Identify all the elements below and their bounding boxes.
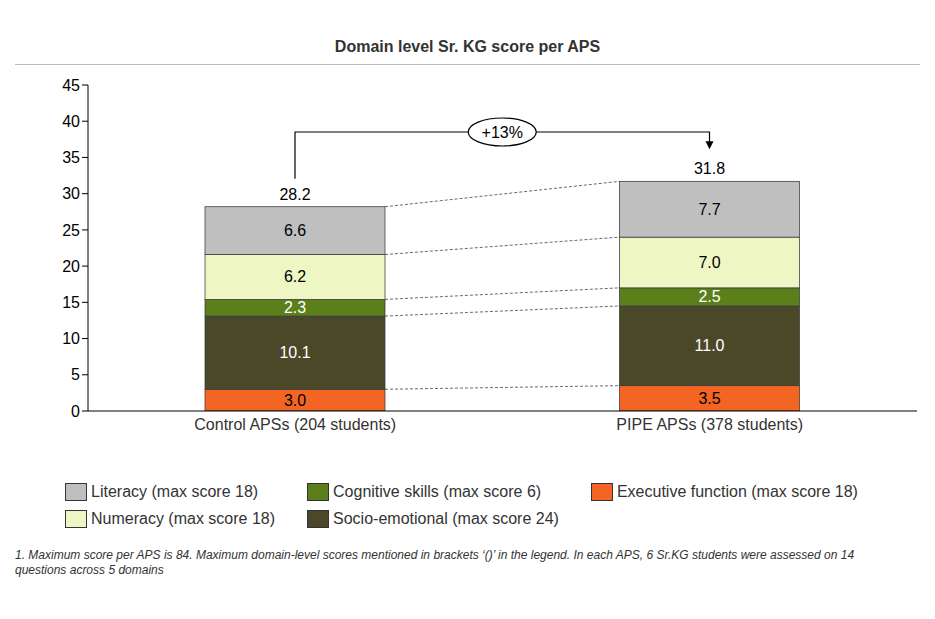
html-text:Executive function (max score: Executive function (max score 18) xyxy=(616,482,858,500)
svg-text:5: 5 xyxy=(71,366,80,383)
svg-text:7.0: 7.0 xyxy=(698,254,720,271)
svg-text:10: 10 xyxy=(62,330,80,347)
svg-text:45: 45 xyxy=(62,77,80,94)
svg-text:28.2: 28.2 xyxy=(279,186,310,203)
svg-text:11.0: 11.0 xyxy=(695,337,725,354)
svg-text:31.8: 31.8 xyxy=(694,160,725,177)
svg-text:15: 15 xyxy=(62,294,80,311)
svg-text:7.7: 7.7 xyxy=(698,201,720,218)
svg-text:3.0: 3.0 xyxy=(284,392,306,409)
svg-text:40: 40 xyxy=(62,113,80,130)
svg-text:25: 25 xyxy=(62,222,80,239)
svg-text:0: 0 xyxy=(71,403,80,420)
html-text:1. Maximum score per APS is 84: 1. Maximum score per APS is 84. Maximum … xyxy=(15,548,855,577)
svg-text:6.2: 6.2 xyxy=(284,268,306,285)
svg-text:3.5: 3.5 xyxy=(698,390,720,407)
svg-text:2.3: 2.3 xyxy=(284,299,306,316)
svg-text:PIPE APSs (378 students): PIPE APSs (378 students) xyxy=(616,416,803,433)
html-text:Socio-emotional (max score 24): Socio-emotional (max score 24) xyxy=(333,509,559,527)
svg-text:20: 20 xyxy=(62,258,80,275)
svg-text:Control APSs (204 students): Control APSs (204 students) xyxy=(194,416,396,433)
svg-text:+13%: +13% xyxy=(482,124,523,141)
svg-text:10.1: 10.1 xyxy=(279,344,310,361)
html-text:Literacy (max score 18): Literacy (max score 18) xyxy=(91,482,259,500)
html-text:Cognitive skills (max score 6): Cognitive skills (max score 6) xyxy=(333,482,542,500)
html-text:Numeracy (max score 18): Numeracy (max score 18) xyxy=(91,509,275,527)
html-text:Domain level Sr. KG score per: Domain level Sr. KG score per APS xyxy=(334,38,601,55)
svg-text:35: 35 xyxy=(62,149,80,166)
svg-text:30: 30 xyxy=(62,185,80,202)
svg-text:2.5: 2.5 xyxy=(698,288,720,305)
svg-text:6.6: 6.6 xyxy=(284,222,306,239)
